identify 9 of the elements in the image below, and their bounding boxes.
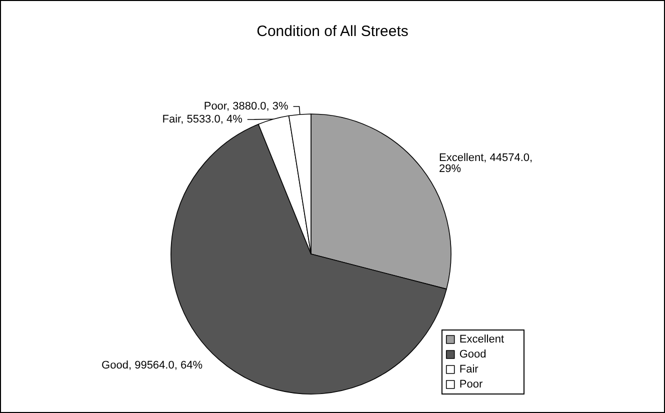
legend-label: Fair <box>459 364 479 376</box>
data-label: Excellent, 44574.0, 29% <box>439 152 536 175</box>
data-label: Fair, 5533.0, 4% <box>162 113 243 126</box>
legend-label: Good <box>459 348 486 360</box>
data-label: Good, 99564.0, 64% <box>102 359 203 372</box>
data-label: Poor, 3880.0, 3% <box>204 100 288 112</box>
chart-title: Condition of All Streets <box>256 23 408 40</box>
legend-label: Excellent <box>459 334 504 346</box>
legend-label: Poor <box>459 378 483 390</box>
